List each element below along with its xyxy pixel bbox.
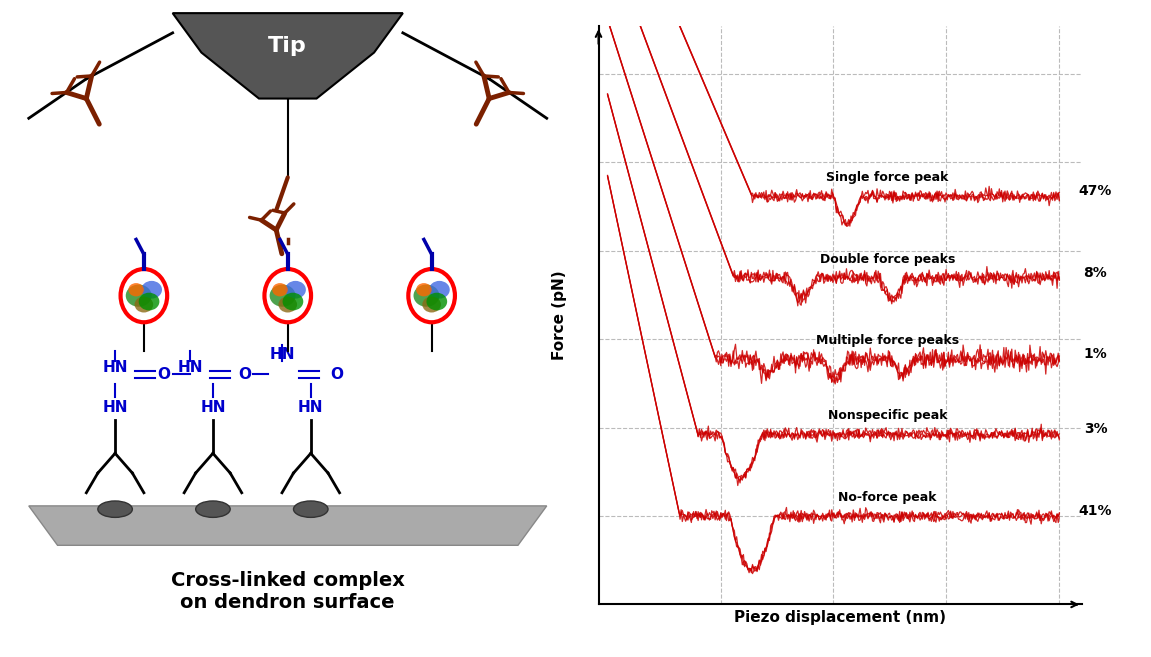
Text: O: O (330, 367, 343, 382)
Ellipse shape (269, 284, 296, 307)
Text: HN: HN (269, 348, 295, 362)
Ellipse shape (413, 284, 440, 307)
Text: 8%: 8% (1083, 265, 1107, 279)
Text: HN: HN (102, 400, 128, 415)
Ellipse shape (422, 296, 441, 313)
Text: 47%: 47% (1078, 184, 1112, 198)
Text: HN: HN (298, 400, 323, 415)
Ellipse shape (294, 501, 328, 518)
Ellipse shape (98, 501, 132, 518)
Text: Nonspecific peak: Nonspecific peak (828, 409, 947, 422)
Text: Multiple force peaks: Multiple force peaks (816, 334, 959, 348)
Text: O: O (158, 367, 170, 382)
Text: HN: HN (102, 361, 128, 375)
Text: 3%: 3% (1084, 422, 1107, 436)
Ellipse shape (125, 284, 152, 307)
Ellipse shape (135, 296, 153, 313)
Polygon shape (173, 13, 403, 99)
Ellipse shape (196, 501, 230, 518)
Text: O: O (238, 367, 251, 382)
Ellipse shape (429, 281, 450, 298)
Text: Double force peaks: Double force peaks (820, 253, 955, 265)
Ellipse shape (138, 293, 159, 311)
Text: 41%: 41% (1078, 503, 1112, 518)
Text: No-force peak: No-force peak (838, 491, 937, 504)
Ellipse shape (417, 283, 432, 296)
Ellipse shape (129, 283, 144, 296)
Ellipse shape (279, 296, 297, 313)
Ellipse shape (283, 293, 303, 311)
Text: Single force peak: Single force peak (826, 171, 948, 184)
Ellipse shape (285, 281, 306, 298)
Text: HN: HN (200, 400, 226, 415)
Ellipse shape (426, 293, 447, 311)
Text: Tip: Tip (268, 36, 307, 56)
Text: 1%: 1% (1083, 347, 1107, 361)
Ellipse shape (142, 281, 162, 298)
Polygon shape (29, 506, 547, 545)
Ellipse shape (273, 283, 288, 296)
X-axis label: Piezo displacement (nm): Piezo displacement (nm) (734, 610, 946, 625)
Text: HN: HN (177, 361, 203, 375)
Text: Cross-linked complex
on dendron surface: Cross-linked complex on dendron surface (170, 571, 405, 612)
Text: Force (pN): Force (pN) (552, 271, 567, 360)
